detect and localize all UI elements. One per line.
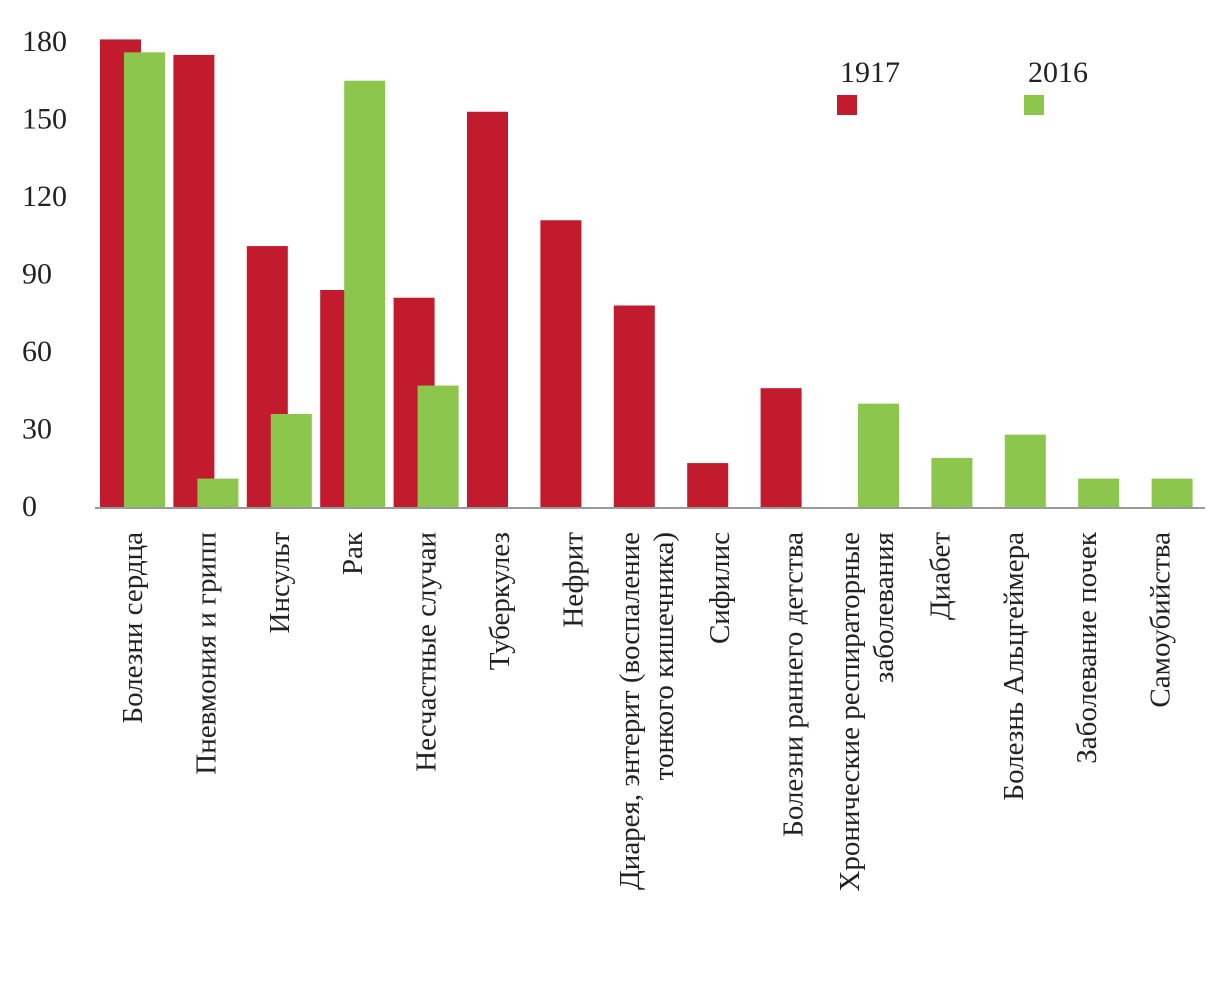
y-tick-label: 60	[22, 335, 52, 368]
bar-2016	[1078, 478, 1120, 507]
x-axis-labels: Болезни сердца Пневмония и грипп Инсульт Ра…	[117, 531, 1177, 891]
bar-2016	[1151, 478, 1193, 507]
bar-2016	[124, 52, 165, 507]
bar-1917	[173, 54, 215, 508]
x-tick-label: заболевания	[868, 532, 900, 683]
legend-swatch-2016	[1024, 95, 1044, 115]
y-tick-label: 30	[22, 413, 52, 446]
x-tick-label: Несчастные случаи	[411, 532, 443, 772]
x-tick-label: Болезнь Альцгеймера	[998, 532, 1030, 801]
legend-label-2016: 2016	[1028, 56, 1088, 89]
bar-2016	[1004, 434, 1046, 507]
bar-1917	[540, 220, 582, 507]
bar-1917	[687, 463, 729, 507]
x-tick-label: тонкого кишечника)	[648, 532, 680, 780]
bar-1917	[760, 388, 802, 507]
legend: 1917 2016	[837, 56, 1088, 115]
bar-2016	[197, 478, 239, 507]
x-tick-label: Хронические респираторные	[834, 532, 866, 892]
x-tick-label: Рак	[337, 531, 369, 575]
x-tick-label: Нефрит	[557, 532, 589, 628]
y-tick-label: 90	[22, 258, 52, 291]
bar-1917	[613, 305, 655, 507]
x-tick-label: Туберкулез	[484, 532, 516, 670]
y-tick-label: 0	[22, 490, 37, 523]
y-tick-label: 150	[22, 103, 67, 136]
x-tick-label: Заболевание почек	[1071, 531, 1103, 764]
bar-2016	[344, 80, 386, 507]
legend-label-1917: 1917	[840, 56, 900, 89]
bars	[100, 39, 1193, 508]
bar-2016	[270, 414, 312, 507]
x-tick-label: Болезни сердца	[117, 532, 149, 724]
y-axis-ticks: 0 30 60 90 120 150 180	[22, 25, 67, 523]
bar-2016	[858, 403, 899, 507]
bar-2016	[417, 385, 459, 507]
y-tick-label: 180	[22, 25, 67, 58]
bar-2016	[931, 457, 973, 507]
x-tick-label: Самоубийства	[1145, 532, 1177, 708]
bar-1917	[467, 111, 508, 507]
x-tick-label: Инсульт	[264, 532, 296, 634]
x-tick-label: Диарея, энтерит (воспаление	[614, 532, 646, 890]
legend-swatch-1917	[837, 95, 857, 115]
x-tick-label: Сифилис	[704, 532, 736, 644]
x-tick-label: Пневмония и грипп	[190, 532, 222, 775]
x-tick-label: Диабет	[924, 532, 956, 620]
x-tick-label: Болезни раннего детства	[778, 532, 810, 837]
y-tick-label: 120	[22, 180, 67, 213]
